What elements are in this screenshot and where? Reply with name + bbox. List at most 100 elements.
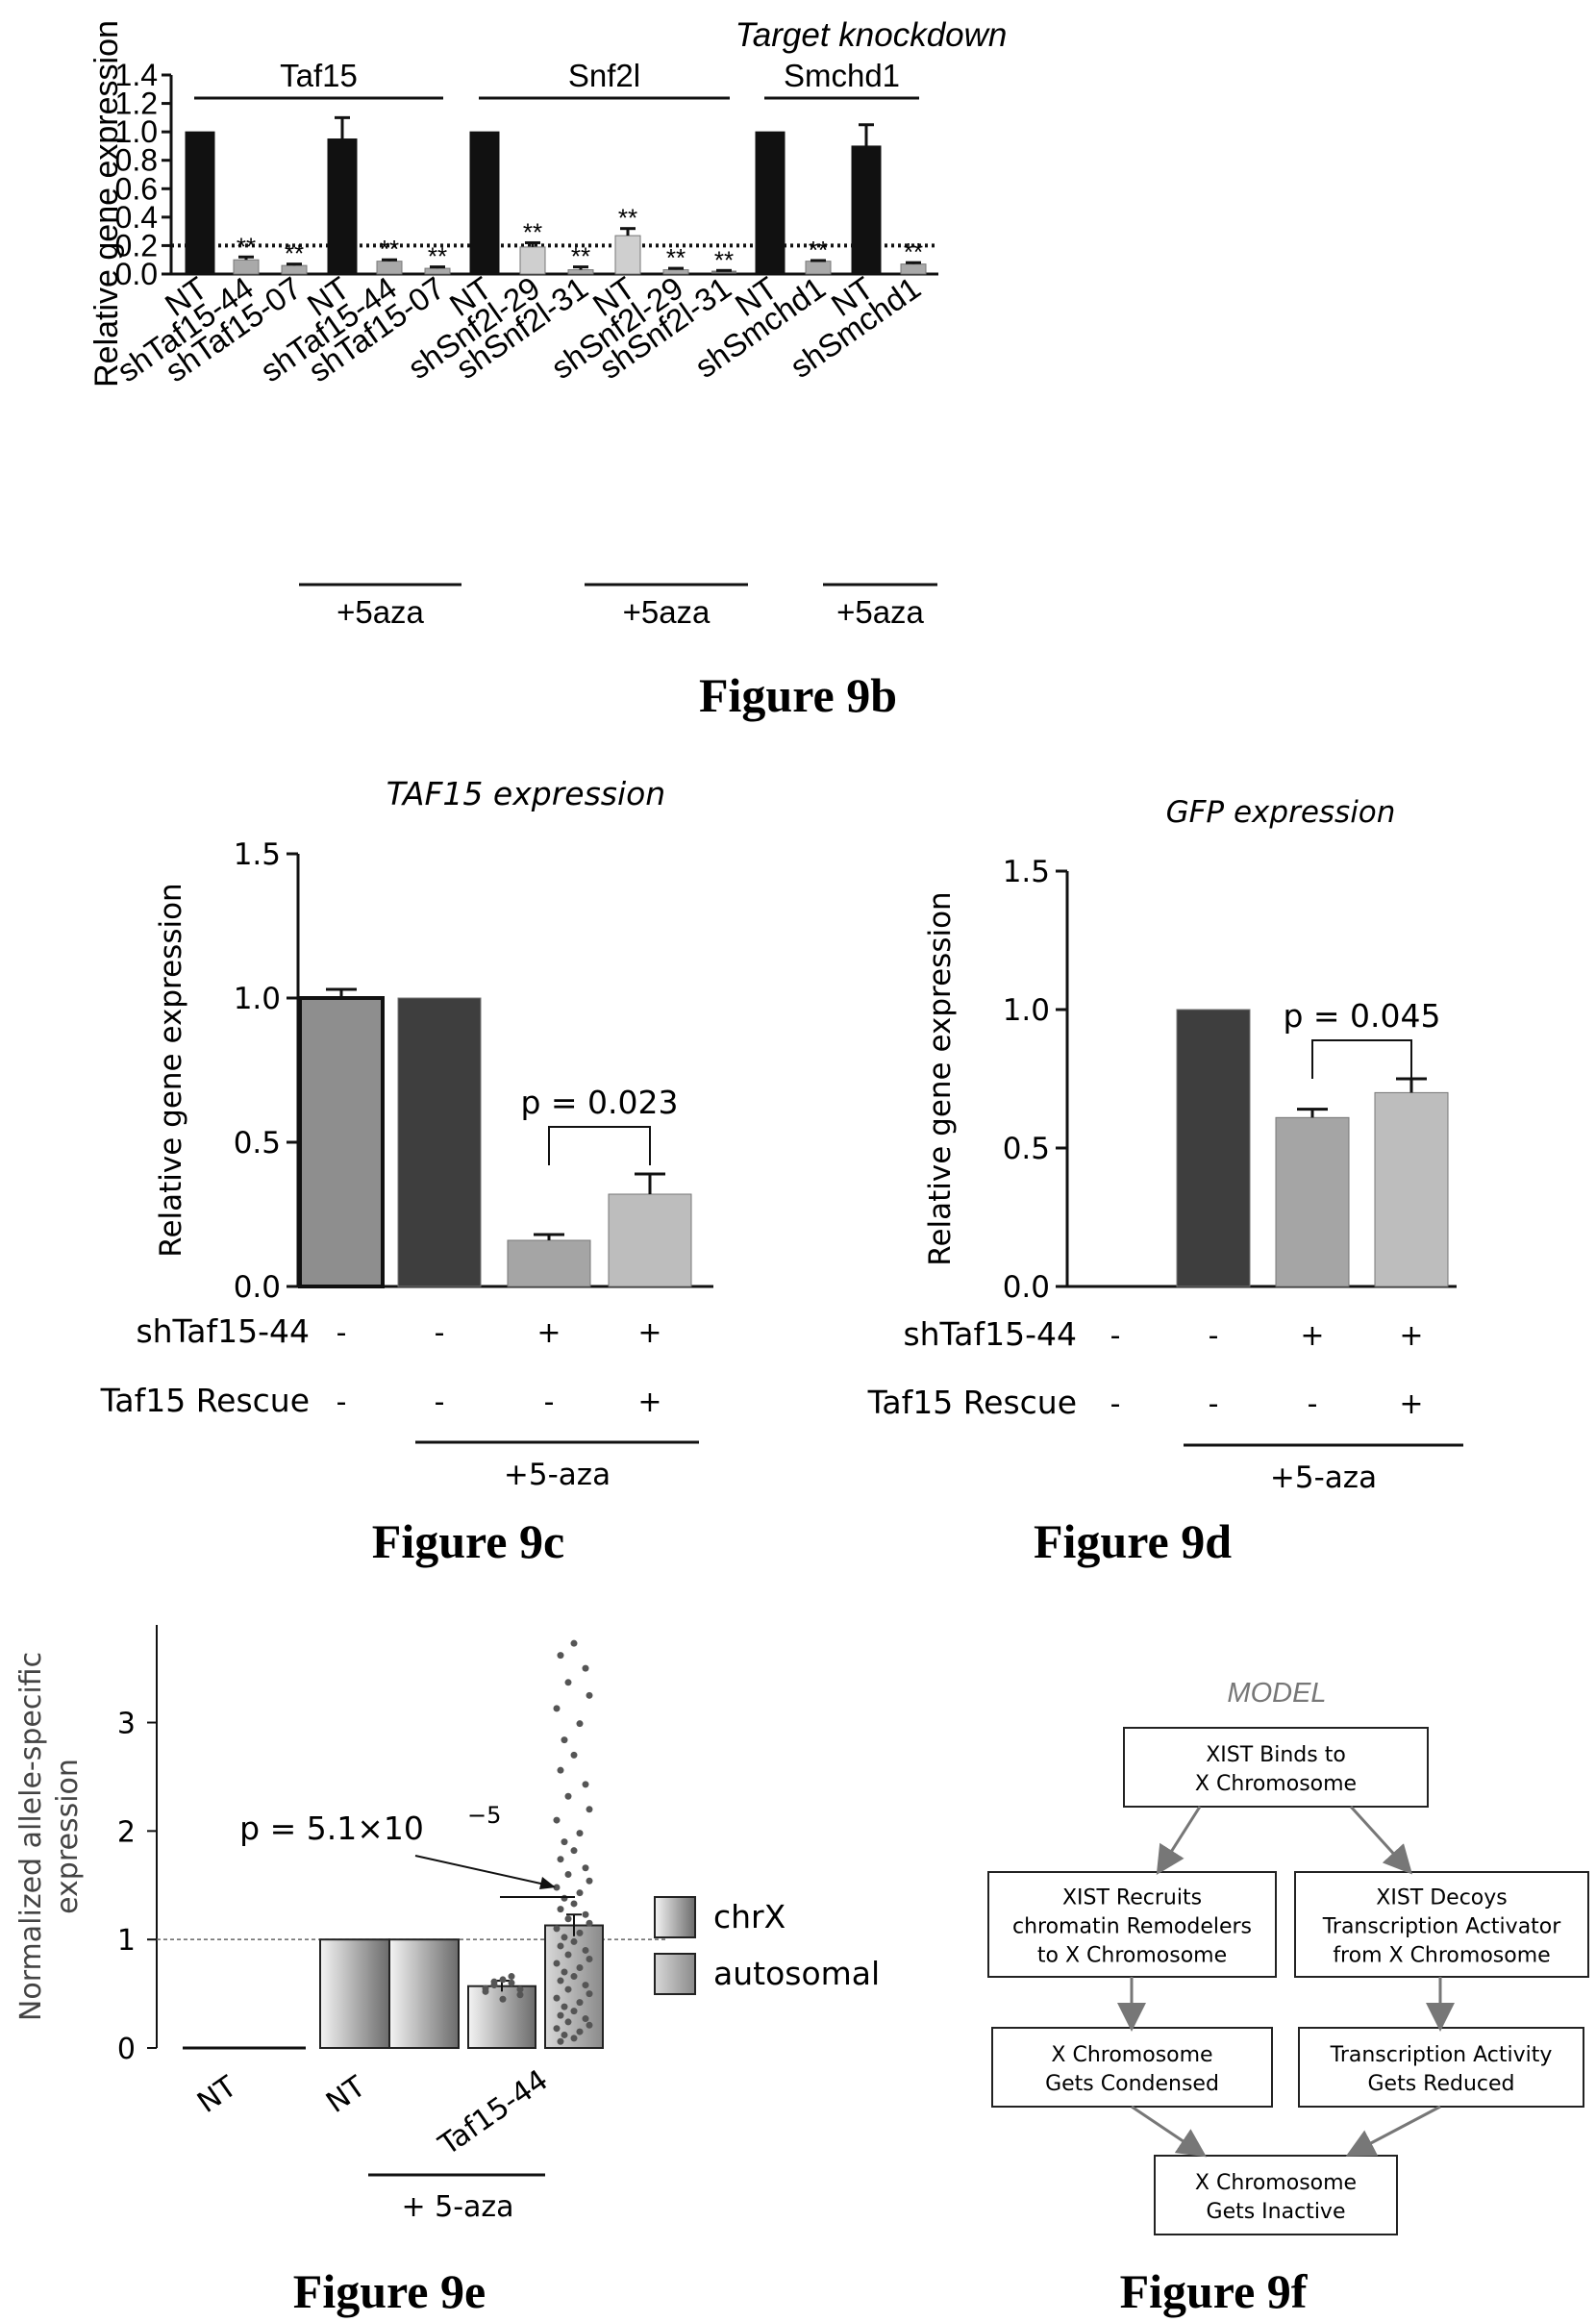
model-box-text: Transcription Activator [1322,1915,1562,1939]
fig9e-chrx-point [482,1985,489,1992]
fig9e-autosomal-point [570,2008,578,2015]
fig9b-bar [469,131,500,275]
fig9e-legend-swatch [654,1953,696,1995]
fig9e-autosomal-point [576,1999,584,2007]
fig9e-autosomal-point [553,1816,561,1824]
fig9e-autosomal-point [557,2011,564,2019]
fig9d-bar [1374,1091,1449,1287]
fig9e-x-tick-label: Taf15-44 [433,2063,555,2163]
model-box [1154,2155,1398,2235]
fig9e-autosomal-point [586,1919,593,1927]
fig9e-autosomal-point [553,1705,561,1712]
fig9e-treatment-label: + 5-aza [401,2190,513,2224]
fig9b-significance: ** [666,243,686,272]
fig9e-autosomal-point [570,1847,578,1855]
fig9b-y-tick-label: 0.0 [115,257,158,291]
fig9e-autosomal-point [582,1781,589,1788]
fig9b-bar [614,235,641,275]
fig9d-y-tick-label: 0.0 [1003,1270,1050,1305]
fig9b-y-tick-label: 0.6 [115,171,158,206]
fig9d-condition-sign: - [1209,1319,1219,1353]
fig9e-autosomal-point [564,2018,572,2026]
fig9e-autosomal-point [564,1915,572,1923]
fig9b-y-tick-label: 0.4 [115,200,158,235]
fig9e-autosomal-point [586,2021,593,2029]
fig9c-caption: Figure 9c [372,1514,564,1568]
fig9e-autosomal-point [557,1652,564,1660]
fig9e-pvalue-arrow [414,1855,555,1887]
fig9e-autosomal-point [561,2003,568,2010]
fig9d-caption: Figure 9d [1034,1514,1232,1568]
fig9e-chrx-point [516,1991,524,1999]
fig9e-y-label: Normalized allele-specific [14,1652,48,2021]
fig9f-caption: Figure 9f [1120,2264,1309,2318]
model-box-text: chromatin Remodelers [1012,1915,1252,1939]
fig9b-bar [327,138,358,275]
model-box-text: Transcription Activity [1330,2043,1553,2067]
fig9e-autosomal-point [576,1830,584,1837]
fig9b-treatment-label: +5aza [337,594,424,630]
fig9d-condition-sign: + [1399,1319,1423,1353]
fig9e-bar [319,1938,390,2049]
fig9e-autosomal-point [576,1964,584,1972]
fig9e-bar [467,1985,536,2050]
fig9d-pvalue: p = 0.045 [1283,997,1440,1035]
model-box [991,2027,1273,2108]
fig9c-condition-sign: + [637,1386,661,1419]
model-box-text: to X Chromosome [1037,1944,1227,1968]
fig9c-y-tick-label: 0.0 [234,1270,281,1305]
fig9c-condition-sign: + [637,1316,661,1350]
fig9e-autosomal-point [553,1960,561,1967]
fig9e-chrx-point [499,1995,507,2003]
model-box-text: XIST Recruits [1062,1886,1202,1910]
fig9e-autosomal-point [576,1929,584,1936]
model-box-text: X Chromosome [1195,2171,1357,2195]
fig9c-pvalue: p = 0.023 [520,1084,678,1121]
fig9d-condition-sign: + [1399,1387,1423,1421]
fig9c-condition-sign: - [544,1386,555,1419]
fig9e-autosomal-point [576,1720,584,1728]
fig9e-y-tick-label: 2 [117,1815,136,1849]
fig9d-y-tick-label: 1.5 [1003,855,1050,889]
fig9e-chrx-point [499,1976,507,1984]
fig9e-autosomal-point [570,1900,578,1908]
figure-9d-chart: GFP expression Figure 9d 0.0 0.5 1.0 1.5 Rel… [867,795,1463,1568]
fig9c-bar [608,1193,692,1287]
fig9e-autosomal-point [557,1906,564,1913]
fig9b-significance: ** [380,235,399,263]
fig9c-condition-sign: - [435,1386,445,1419]
fig9d-y-tick-label: 0.5 [1003,1132,1050,1166]
fig9e-autosomal-point [561,1934,568,1941]
fig9b-group-label: Smchd1 [784,58,900,93]
fig9b-treatment-label: +5aza [836,594,924,630]
model-box-text: X Chromosome [1195,1772,1357,1796]
fig9c-y-tick-label: 0.5 [234,1126,281,1161]
fig9b-significance: ** [428,242,447,271]
fig9d-y-tick-label: 1.0 [1003,993,1050,1028]
fig9e-autosomal-point [561,1736,568,1744]
fig9e-autosomal-point [576,2028,584,2035]
fig9e-autosomal-point [586,1691,593,1699]
fig9e-autosomal-point [582,1864,589,1872]
fig9d-treatment-label: +5-aza [1270,1461,1377,1495]
fig9e-chrx-point [508,1979,515,1986]
fig9b-title: Target knockdown [736,16,1008,54]
fig9e-y-label: expression [51,1759,85,1914]
fig9b-group-label: Snf2l [568,58,640,93]
fig9c-bar [298,996,385,1288]
fig9e-autosomal-point [570,1973,578,1981]
fig9b-treatment-label: +5aza [623,594,711,630]
fig9e-autosomal-point [586,1806,593,1813]
fig9b-bar [851,145,882,275]
fig9e-y-tick-label: 0 [117,2033,136,2066]
fig9c-row-label: shTaf15-44 [136,1312,310,1350]
fig9e-bar [388,1938,460,2049]
fig9c-row-label: Taf15 Rescue [100,1382,310,1419]
fig9d-bar [1275,1116,1350,1287]
fig9d-condition-sign: - [1308,1387,1318,1421]
fig9e-autosomal-point [582,1946,589,1954]
model-title: MODEL [1227,1678,1326,1709]
fig9b-y-label: Relative gene expression [88,20,125,387]
fig9e-autosomal-point [586,1990,593,1998]
fig9e-caption: Figure 9e [293,2264,486,2318]
